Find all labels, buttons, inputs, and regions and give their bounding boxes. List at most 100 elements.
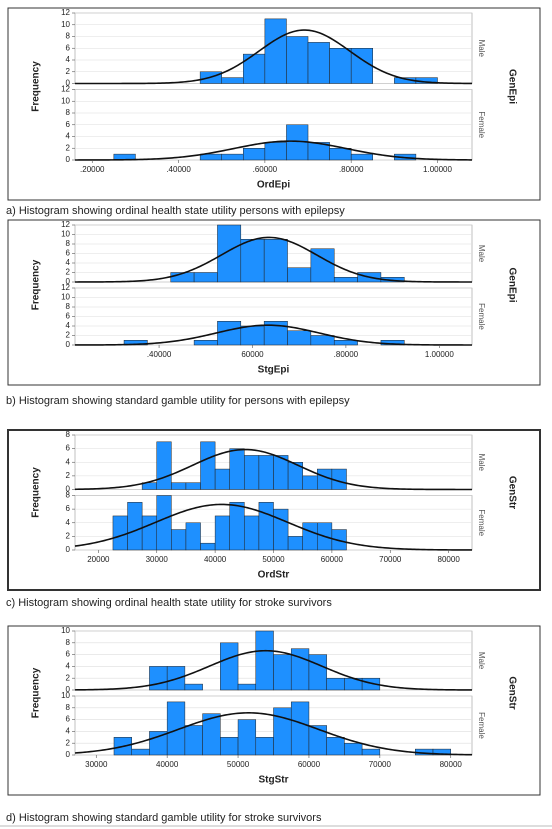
y-axis-label: Frequency [31, 667, 42, 718]
bar [432, 748, 451, 756]
y-tick-label: 0 [66, 750, 71, 759]
normal-curve [74, 712, 473, 756]
bar [229, 448, 245, 490]
bar [229, 502, 245, 551]
panel-border [7, 429, 541, 591]
x-tick-label: .40000 [147, 350, 172, 359]
x-tick-label: 20000 [87, 555, 110, 564]
bar [237, 683, 257, 691]
y-tick-label: 6 [66, 43, 71, 52]
bar [333, 277, 358, 283]
normal-curve [74, 448, 472, 491]
caption: a) Histogram showing ordinal health stat… [6, 205, 345, 217]
y-tick-label: 4 [66, 727, 71, 736]
bar [273, 508, 289, 551]
bar [329, 48, 352, 84]
bar [273, 707, 292, 756]
bar [156, 441, 172, 490]
y-tick-label: 12 [61, 85, 70, 94]
normal-curve [74, 649, 472, 691]
x-axis-label: StgStr [259, 775, 289, 786]
y-tick-label: 8 [66, 108, 71, 117]
bar [264, 18, 287, 84]
y-tick-label: 6 [66, 249, 71, 258]
y-tick-label: 12 [61, 8, 70, 17]
bar [258, 455, 274, 490]
bar [185, 522, 201, 551]
group-label: GenEpi [506, 267, 517, 302]
y-axis-label: Frequency [31, 61, 42, 112]
group-label: GenEpi [506, 69, 517, 104]
bar [237, 719, 257, 756]
y-tick-label: 2 [66, 673, 71, 682]
y-tick-label: 8 [66, 491, 71, 500]
bar [171, 482, 187, 490]
x-tick-label: 80000 [438, 555, 461, 564]
y-tick-label: 0 [66, 485, 71, 494]
x-tick-label: 60000 [321, 555, 344, 564]
x-tick-label: 30000 [146, 555, 169, 564]
y-axis-label: Frequency [31, 467, 42, 518]
y-tick-label: 10 [61, 20, 70, 29]
x-tick-label: 50000 [227, 760, 250, 769]
facet-label: Male [477, 652, 486, 670]
bar [214, 515, 230, 551]
x-tick-label: 70000 [379, 555, 402, 564]
y-tick-label: 4 [66, 457, 71, 466]
normal-curve [75, 324, 472, 346]
x-tick-label: .80000 [334, 350, 359, 359]
normal-curve [74, 503, 472, 551]
bar [193, 272, 218, 283]
y-tick-label: 6 [66, 312, 71, 321]
x-tick-label: .80000 [339, 165, 364, 174]
y-tick-label: 4 [66, 258, 71, 267]
y-tick-label: 6 [66, 504, 71, 513]
bar [326, 677, 345, 691]
y-tick-label: 4 [66, 132, 71, 141]
bar [302, 522, 318, 551]
y-tick-label: 0 [66, 277, 71, 286]
bar [244, 515, 260, 551]
bar [220, 737, 239, 756]
y-tick-label: 4 [66, 55, 71, 64]
y-tick-label: 10 [61, 691, 70, 700]
normal-curve [75, 236, 472, 283]
y-tick-label: 6 [66, 715, 71, 724]
bar [184, 683, 203, 691]
y-tick-label: 8 [66, 302, 71, 311]
y-tick-label: 2 [66, 738, 71, 747]
y-tick-label: 0 [66, 79, 71, 88]
facet-label: Male [477, 245, 486, 263]
bar [193, 340, 218, 346]
y-tick-label: 8 [66, 32, 71, 41]
bar [310, 335, 335, 346]
x-tick-label: 1.00000 [423, 165, 452, 174]
y-tick-label: 10 [61, 626, 70, 635]
x-tick-label: 70000 [369, 760, 392, 769]
x-tick-label: .40000 [166, 165, 191, 174]
bar [220, 642, 239, 691]
y-tick-label: 2 [66, 143, 71, 152]
y-tick-label: 2 [66, 531, 71, 540]
caption: c) Histogram showing ordinal health stat… [6, 597, 332, 609]
bar [184, 725, 203, 756]
bar [264, 142, 287, 161]
bar [255, 737, 274, 756]
group-label: GenStr [506, 676, 517, 709]
bar [156, 495, 172, 551]
y-tick-label: 0 [66, 545, 71, 554]
bar [131, 748, 150, 756]
x-axis-label: StgEpi [258, 365, 290, 376]
bar [302, 475, 318, 490]
x-tick-label: 80000 [440, 760, 463, 769]
bar [243, 53, 266, 84]
y-axis-label: Frequency [31, 259, 42, 310]
bar [287, 536, 303, 551]
y-tick-label: 6 [66, 120, 71, 129]
x-tick-label: 40000 [156, 760, 179, 769]
y-tick-label: 0 [66, 685, 71, 694]
bar [240, 239, 265, 283]
bar [221, 77, 244, 84]
x-tick-label: 40000 [204, 555, 227, 564]
